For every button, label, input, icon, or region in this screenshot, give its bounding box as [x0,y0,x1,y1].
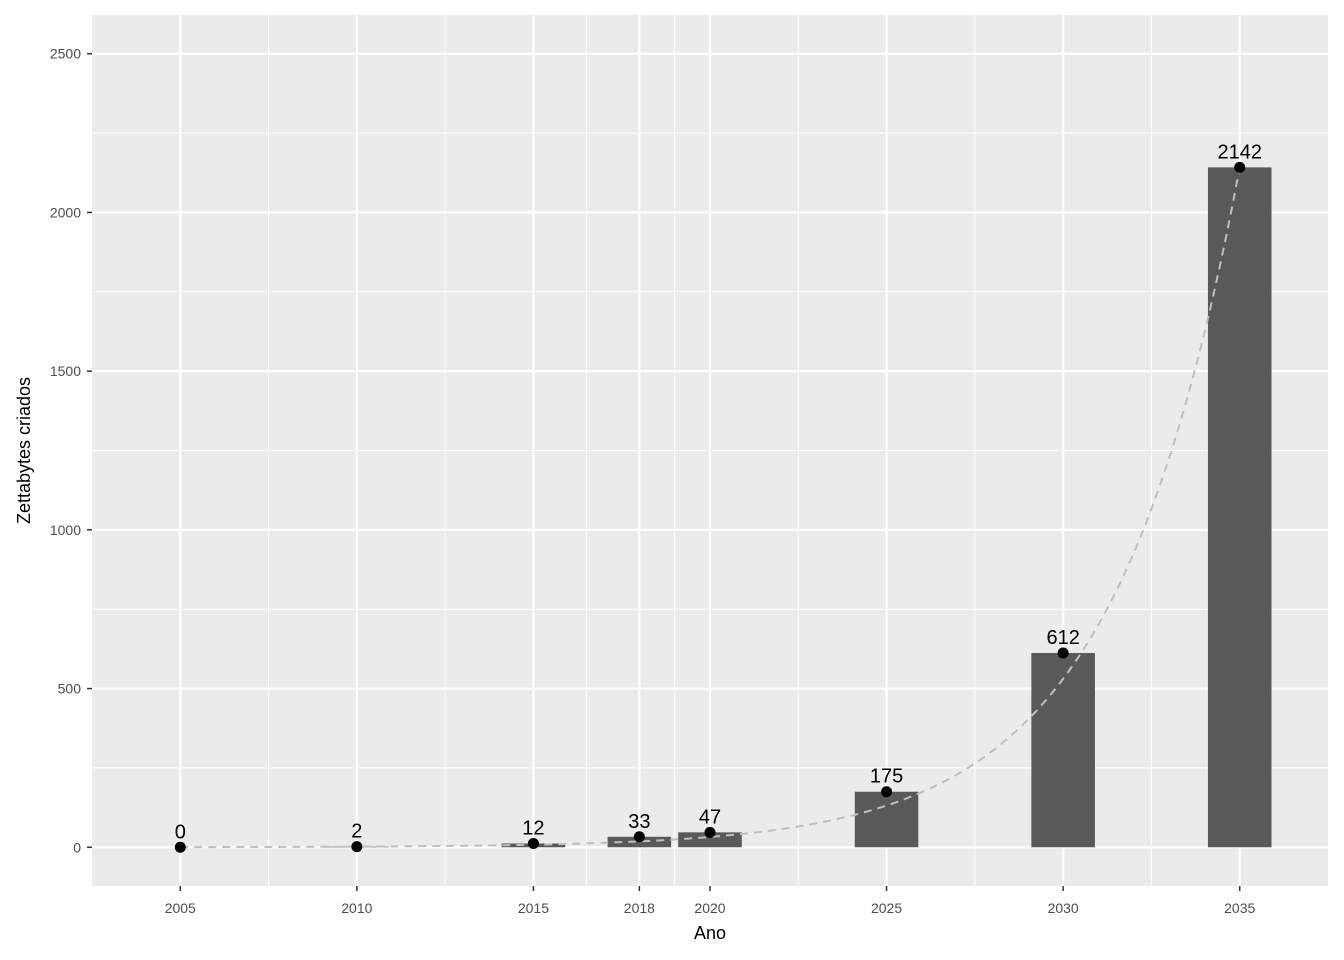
data-labels: 0 2 12 33 47 175 612 2142 [175,141,1262,843]
x-axis-title: Ano [694,923,726,943]
y-tick-label: 1000 [50,522,81,538]
y-tick-label: 2500 [50,46,81,62]
data-label-2010: 2 [351,821,362,843]
y-tick-label: 1500 [50,363,81,379]
x-tick-label: 2015 [518,900,549,916]
x-tick-label: 2020 [694,900,725,916]
point-2025 [881,786,893,798]
points [174,161,1246,853]
bars [325,167,1272,848]
x-tick-label: 2030 [1048,900,1079,916]
point-2005 [174,841,186,853]
x-tick-label: 2035 [1224,900,1255,916]
x-tick-label: 2025 [871,900,902,916]
bar-2035 [1207,167,1272,848]
y-tick-label: 2000 [50,204,81,220]
x-tick-label: 2005 [165,900,196,916]
y-axis: 0 500 1000 1500 2000 2500 [50,46,92,855]
point-2015 [527,837,539,849]
point-2035 [1234,161,1246,173]
trend-line [180,167,1241,849]
point-2030 [1057,647,1069,659]
data-label-2035: 2142 [1217,141,1262,163]
data-label-2018: 33 [628,811,650,833]
bar-2020 [678,832,742,848]
data-label-2015: 12 [522,817,544,839]
point-2020 [704,826,716,838]
bar-2030 [1031,653,1095,848]
data-label-2030: 612 [1046,627,1079,649]
x-tick-label: 2010 [341,900,372,916]
y-tick-label: 500 [58,681,82,697]
data-label-2005: 0 [175,821,186,843]
point-2018 [633,831,645,843]
x-tick-label: 2018 [624,900,655,916]
bar-2025 [854,791,919,848]
x-axis: 2005 2010 2015 2018 2020 2025 2030 2035 [165,886,1255,916]
y-tick-label: 0 [73,839,81,855]
data-label-2025: 175 [870,766,903,788]
y-axis-title: Zettabytes criados [14,377,34,524]
point-2010 [351,841,363,853]
data-label-2020: 47 [699,806,721,828]
